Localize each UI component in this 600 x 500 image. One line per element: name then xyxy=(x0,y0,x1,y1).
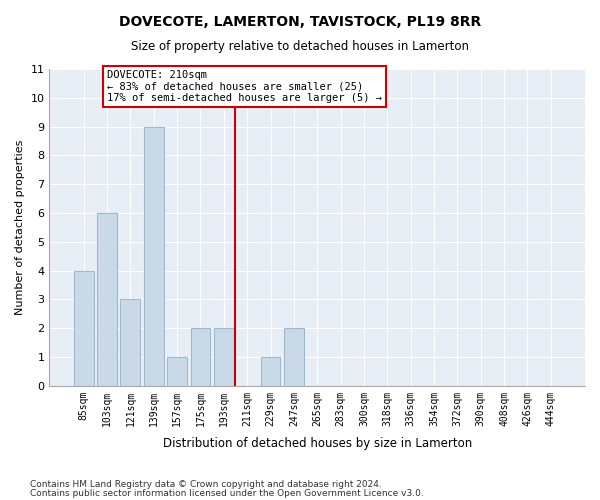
Bar xyxy=(121,300,140,386)
Bar xyxy=(191,328,211,386)
Bar xyxy=(284,328,304,386)
Bar xyxy=(260,357,280,386)
Text: DOVECOTE, LAMERTON, TAVISTOCK, PL19 8RR: DOVECOTE, LAMERTON, TAVISTOCK, PL19 8RR xyxy=(119,15,481,29)
Bar xyxy=(144,126,164,386)
Bar xyxy=(74,270,94,386)
Bar xyxy=(167,357,187,386)
Text: Size of property relative to detached houses in Lamerton: Size of property relative to detached ho… xyxy=(131,40,469,53)
Y-axis label: Number of detached properties: Number of detached properties xyxy=(15,140,25,315)
Text: DOVECOTE: 210sqm
← 83% of detached houses are smaller (25)
17% of semi-detached : DOVECOTE: 210sqm ← 83% of detached house… xyxy=(107,70,382,103)
Text: Contains HM Land Registry data © Crown copyright and database right 2024.: Contains HM Land Registry data © Crown c… xyxy=(30,480,382,489)
Bar xyxy=(214,328,234,386)
Text: Contains public sector information licensed under the Open Government Licence v3: Contains public sector information licen… xyxy=(30,488,424,498)
Bar xyxy=(97,213,117,386)
X-axis label: Distribution of detached houses by size in Lamerton: Distribution of detached houses by size … xyxy=(163,437,472,450)
